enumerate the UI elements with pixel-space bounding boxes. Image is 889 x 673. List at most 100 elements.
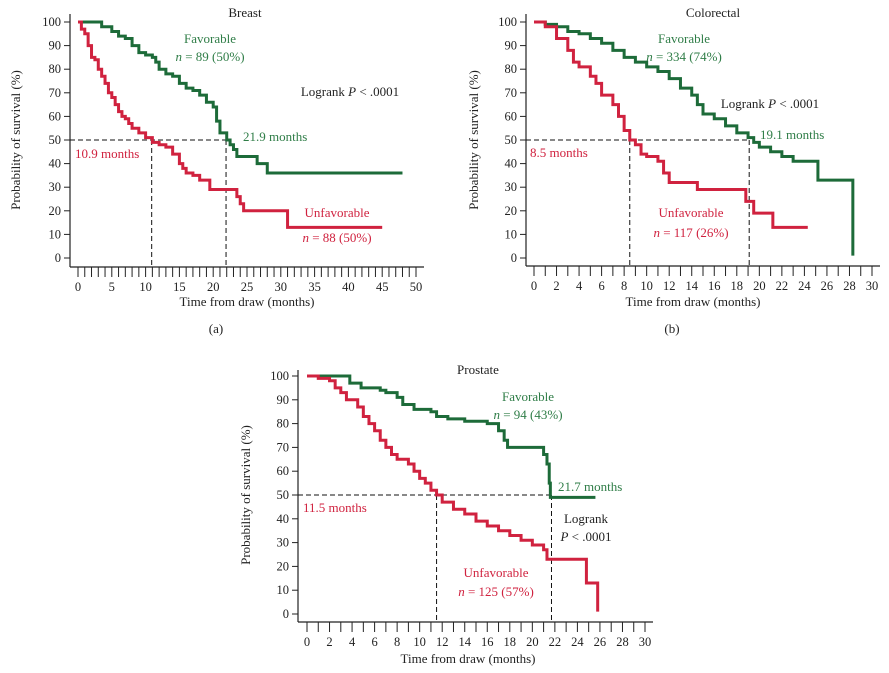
favorable-label: Favorable — [184, 31, 236, 46]
x-tick-label: 20 — [526, 635, 539, 649]
x-tick-label: 6 — [598, 279, 604, 293]
x-tick-label: 12 — [436, 635, 449, 649]
unfavorable-survival-curve — [78, 20, 383, 229]
x-tick-label: 30 — [275, 280, 288, 294]
x-tick-label: 18 — [731, 279, 744, 293]
y-tick-label: 60 — [505, 109, 518, 123]
logrank-label: Logrank P < .0001 — [301, 84, 399, 99]
unfavorable-median-label: 10.9 months — [75, 146, 139, 161]
y-tick-label: 30 — [49, 180, 62, 194]
x-tick-label: 0 — [75, 280, 81, 294]
x-tick-label: 14 — [458, 635, 471, 649]
x-tick-label: 10 — [139, 280, 152, 294]
favorable-n-label: n = 334 (74%) — [646, 49, 722, 64]
y-tick-label: 80 — [49, 62, 62, 76]
x-tick-label: 16 — [708, 279, 721, 293]
unfavorable-survival-curve — [534, 20, 808, 229]
y-tick-label: 90 — [49, 39, 62, 53]
y-tick-label: 20 — [277, 559, 290, 573]
y-tick-label: 0 — [511, 251, 517, 265]
unfavorable-median-label: 11.5 months — [303, 500, 367, 515]
panel-label: (b) — [664, 321, 679, 336]
y-tick-label: 0 — [283, 607, 289, 621]
y-tick-label: 10 — [49, 227, 62, 241]
x-tick-label: 28 — [843, 279, 856, 293]
unfavorable-n-label: n = 117 (26%) — [653, 225, 728, 240]
x-tick-label: 14 — [685, 279, 698, 293]
x-axis-title: Time from draw (months) — [180, 294, 315, 309]
unfavorable-n-label: n = 125 (57%) — [458, 584, 534, 599]
y-tick-label: 30 — [505, 180, 518, 194]
y-tick-label: 20 — [49, 204, 62, 218]
y-tick-label: 20 — [505, 204, 518, 218]
favorable-median-label: 21.7 months — [558, 479, 622, 494]
x-tick-label: 24 — [798, 279, 811, 293]
chart-title: Prostate — [457, 362, 499, 377]
y-tick-label: 100 — [498, 15, 517, 29]
x-tick-label: 40 — [342, 280, 355, 294]
favorable-label: Favorable — [658, 31, 710, 46]
y-tick-label: 40 — [277, 512, 290, 526]
y-tick-label: 0 — [55, 251, 61, 265]
y-tick-label: 10 — [277, 583, 290, 597]
unfavorable-label: Unfavorable — [659, 205, 724, 220]
y-tick-label: 10 — [505, 227, 518, 241]
x-tick-label: 30 — [866, 279, 879, 293]
x-tick-label: 20 — [207, 280, 220, 294]
x-tick-label: 22 — [549, 635, 562, 649]
favorable-survival-curve — [307, 374, 596, 499]
y-tick-label: 90 — [505, 39, 518, 53]
x-tick-label: 0 — [304, 635, 310, 649]
y-tick-label: 100 — [42, 15, 61, 29]
favorable-n-label: n = 94 (43%) — [493, 407, 562, 422]
x-tick-label: 6 — [371, 635, 377, 649]
favorable-median-label: 21.9 months — [243, 129, 307, 144]
logrank-label: Logrank — [564, 511, 609, 526]
x-tick-label: 16 — [481, 635, 494, 649]
favorable-n-label: n = 89 (50%) — [175, 49, 244, 64]
x-tick-label: 12 — [663, 279, 676, 293]
x-tick-label: 30 — [639, 635, 652, 649]
y-tick-label: 80 — [505, 62, 518, 76]
x-tick-label: 2 — [553, 279, 559, 293]
favorable-survival-curve — [534, 20, 855, 256]
unfavorable-label: Unfavorable — [464, 565, 529, 580]
y-tick-label: 90 — [277, 393, 290, 407]
logrank-label: Logrank P < .0001 — [721, 96, 819, 111]
x-tick-label: 45 — [376, 280, 389, 294]
y-tick-label: 30 — [277, 536, 290, 550]
y-tick-label: 40 — [505, 157, 518, 171]
x-tick-label: 4 — [349, 635, 356, 649]
y-axis-title: Probability of survival (%) — [466, 70, 481, 210]
unfavorable-label: Unfavorable — [305, 205, 370, 220]
logrank-label: P < .0001 — [559, 529, 611, 544]
x-tick-label: 0 — [531, 279, 537, 293]
x-tick-label: 8 — [621, 279, 627, 293]
km-panel-a: 0 10 20 30 40 50 60 70 80 90 100 0 5 10 15 20 25 30 35 40 45… — [8, 5, 424, 336]
unfavorable-n-label: n = 88 (50%) — [302, 230, 371, 245]
x-axis-title: Time from draw (months) — [401, 651, 536, 666]
panel-label: (a) — [209, 321, 223, 336]
y-tick-label: 50 — [277, 488, 290, 502]
y-tick-label: 60 — [49, 109, 62, 123]
y-axis-title: Probability of survival (%) — [238, 425, 253, 565]
x-tick-label: 8 — [394, 635, 400, 649]
y-axis-title: Probability of survival (%) — [8, 70, 23, 210]
x-tick-label: 10 — [413, 635, 426, 649]
y-tick-label: 60 — [277, 464, 290, 478]
x-tick-label: 26 — [821, 279, 834, 293]
x-tick-label: 50 — [410, 280, 423, 294]
x-tick-label: 18 — [504, 635, 517, 649]
y-tick-label: 50 — [505, 133, 518, 147]
x-tick-label: 24 — [571, 635, 584, 649]
x-tick-label: 15 — [173, 280, 186, 294]
chart-title: Breast — [228, 5, 262, 20]
y-tick-label: 50 — [49, 133, 62, 147]
favorable-survival-curve — [78, 20, 403, 175]
x-tick-label: 35 — [308, 280, 321, 294]
chart-title: Colorectal — [686, 5, 741, 20]
unfavorable-survival-curve — [307, 374, 600, 612]
favorable-label: Favorable — [502, 389, 554, 404]
